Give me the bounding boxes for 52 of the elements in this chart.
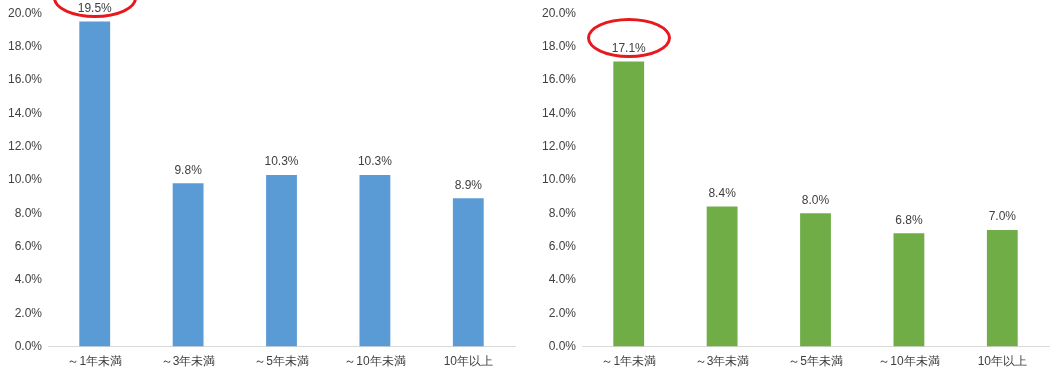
y-tick-label: 4.0% [14,272,43,287]
x-tick-label: 10年以上 [977,354,1027,369]
x-tick-label: 10年以上 [443,354,493,369]
y-tick-label: 8.0% [14,205,43,220]
y-tick-label: 12.0% [7,138,43,153]
y-tick-label: 14.0% [7,105,43,120]
bar [452,198,484,347]
data-label: 8.4% [708,185,737,200]
x-tick-label: ～3年未満 [160,354,216,369]
x-tick-label: ～1年未満 [67,354,123,369]
y-tick-label: 8.0% [548,205,577,220]
y-tick-label: 0.0% [14,338,43,353]
y-tick-label: 2.0% [14,305,43,320]
y-tick-label: 20.0% [7,5,43,20]
bar [800,213,831,347]
y-tick-label: 6.0% [14,238,43,253]
bar [893,233,925,347]
data-label: 8.9% [454,177,483,192]
y-tick-label: 0.0% [548,338,577,353]
y-tick-label: 18.0% [541,38,577,53]
data-label: 7.0% [988,209,1017,224]
y-tick-label: 10.0% [541,172,577,187]
y-tick-label: 12.0% [541,138,577,153]
x-tick-label: ～5年未満 [254,354,309,369]
x-tick-label: ～10年未満 [344,354,406,369]
y-tick-label: 16.0% [541,72,577,87]
data-label: 10.3% [357,154,393,169]
y-tick-label: 10.0% [7,172,43,187]
bar [266,174,297,347]
y-tick-label: 18.0% [7,38,43,53]
data-label: 8.0% [801,192,830,207]
y-tick-label: 14.0% [541,105,577,120]
bar [359,174,391,347]
bar [79,21,111,347]
bar [172,183,204,347]
y-tick-label: 4.0% [548,272,577,287]
y-tick-label: 20.0% [541,5,577,20]
bar [613,61,645,347]
x-tick-label: ～1年未満 [601,354,657,369]
data-label: 10.3% [264,154,299,169]
bar [706,206,738,347]
bar [986,229,1018,347]
y-tick-label: 16.0% [7,72,43,87]
data-label: 17.1% [611,40,647,55]
x-tick-label: ～5年未満 [788,354,843,369]
data-label: 6.8% [895,212,923,227]
data-label: 19.5% [77,0,113,15]
y-tick-label: 6.0% [548,238,577,253]
x-tick-label: ～10年未満 [878,354,940,369]
x-tick-label: ～3年未満 [694,354,750,369]
y-tick-label: 2.0% [548,305,577,320]
data-label: 9.8% [174,162,203,177]
